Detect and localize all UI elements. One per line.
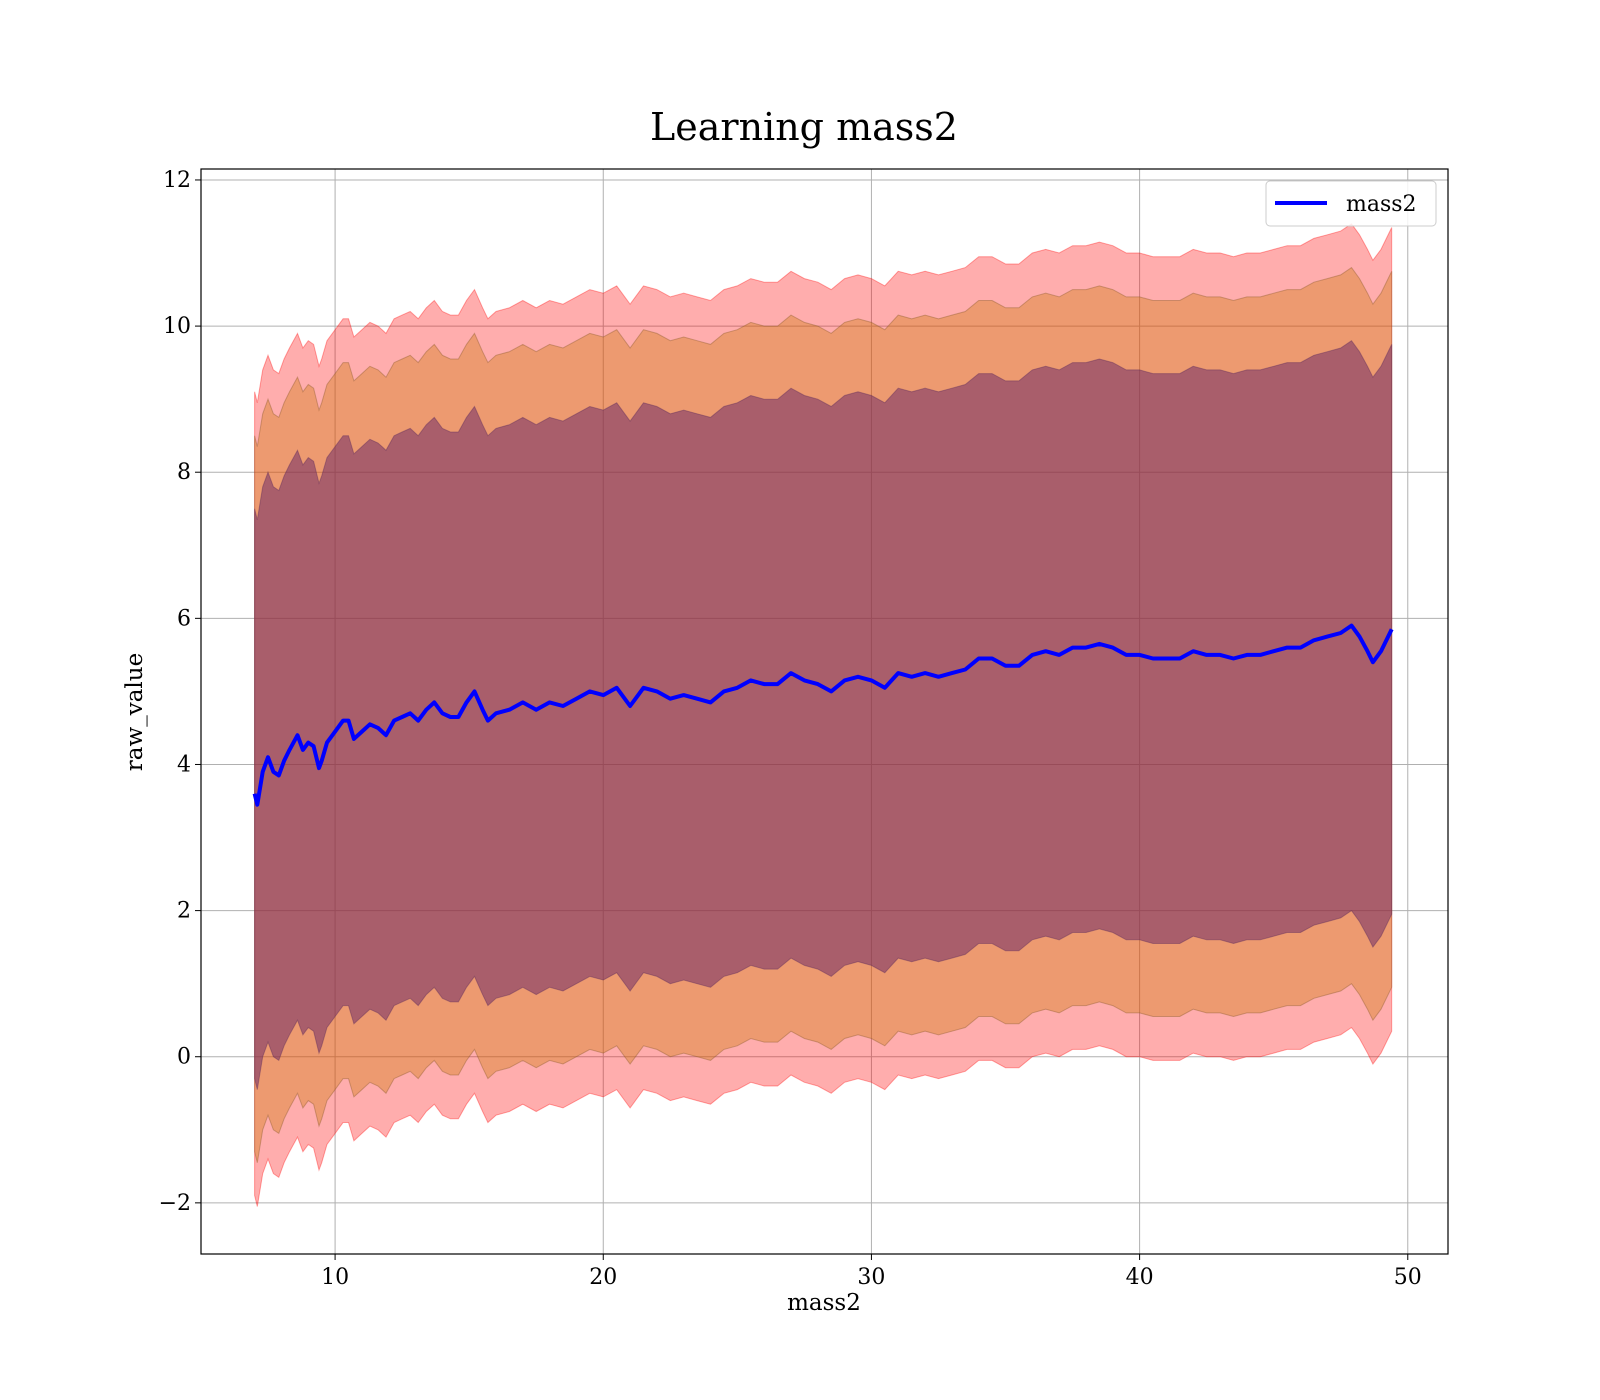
y-tick-label: 8 — [177, 460, 191, 485]
series-line-mass2 — [252, 623, 1394, 807]
x-axis-ticks: 10 20 30 40 50 — [321, 1254, 1422, 1290]
x-tick-label: 20 — [589, 1265, 617, 1290]
y-tick-label: 10 — [163, 314, 191, 339]
legend-box — [1265, 180, 1437, 227]
legend: mass2 — [1265, 180, 1437, 227]
y-tick-label: −2 — [159, 1191, 191, 1216]
x-tick-label: 40 — [1126, 1265, 1154, 1290]
y-axis-label: raw_value — [122, 653, 148, 771]
chart-title: Learning mass2 — [650, 105, 958, 149]
x-tick-label: 50 — [1394, 1265, 1422, 1290]
plot-area — [252, 223, 1394, 1207]
legend-entry-mass2: mass2 — [1346, 192, 1417, 217]
y-tick-label: 4 — [177, 752, 191, 777]
axes-frame — [200, 168, 1449, 1255]
band-inner — [254, 340, 1393, 1090]
y-axis-ticks: −2 0 2 4 6 8 10 12 — [159, 168, 201, 1216]
x-tick-label: 10 — [321, 1265, 349, 1290]
y-tick-label: 12 — [163, 168, 191, 193]
y-tick-label: 0 — [177, 1045, 191, 1070]
x-tick-label: 30 — [857, 1265, 885, 1290]
y-tick-label: 6 — [177, 606, 191, 631]
y-tick-label: 2 — [177, 899, 191, 924]
x-axis-label: mass2 — [787, 1290, 861, 1316]
